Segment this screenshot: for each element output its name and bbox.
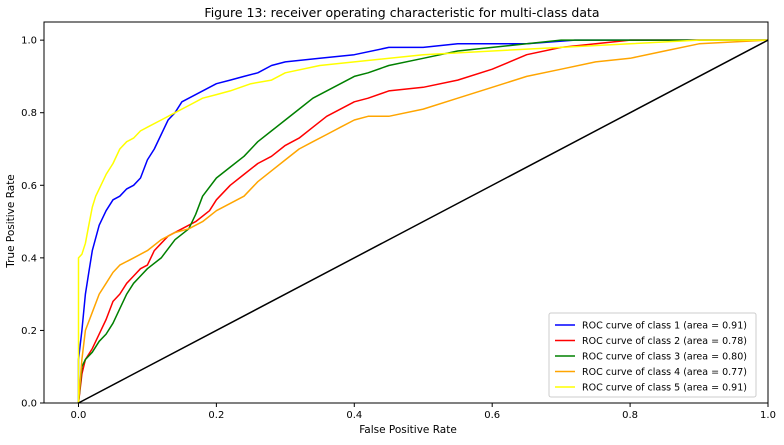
- x-tick-label: 0.6: [484, 410, 500, 421]
- series-line-2: [77, 39, 768, 404]
- x-tick-label: 0.2: [208, 410, 224, 421]
- legend-label-2: ROC curve of class 2 (area = 0.78): [582, 336, 747, 347]
- chart-title: Figure 13: receiver operating characteri…: [204, 5, 599, 20]
- y-tick-label: 0.8: [21, 108, 37, 119]
- y-axis-label: True Positive Rate: [5, 174, 17, 269]
- x-tick-label: 0.0: [71, 410, 87, 421]
- legend: ROC curve of class 1 (area = 0.91) ROC cu…: [548, 312, 757, 398]
- y-tick-label: 0.6: [21, 181, 37, 192]
- reference-diagonal-line: [78, 39, 769, 404]
- y-tick-label: 0.4: [21, 253, 37, 264]
- x-axis-label: False Positive Rate: [359, 424, 457, 436]
- plot-area: [77, 39, 769, 404]
- plot-frame: [43, 21, 769, 404]
- axes: 0.0 0.2 0.4 0.6 0.8 1.0 0.0 0.2 0.4 0.6 0.8 1.0: [21, 21, 776, 421]
- legend-label-4: ROC curve of class 4 (area = 0.77): [582, 367, 747, 378]
- y-tick-label: 0.2: [21, 326, 37, 337]
- x-tick-label: 0.4: [346, 410, 362, 421]
- x-tick-label: 1.0: [760, 410, 776, 421]
- x-tick-label: 0.8: [622, 410, 638, 421]
- legend-label-5: ROC curve of class 5 (area = 0.91): [582, 383, 747, 394]
- y-tick-label: 1.0: [21, 36, 37, 47]
- series-line-3: [77, 39, 768, 404]
- legend-box: [548, 312, 757, 398]
- y-tick-label: 0.0: [21, 399, 37, 410]
- legend-label-1: ROC curve of class 1 (area = 0.91): [582, 321, 747, 332]
- legend-label-3: ROC curve of class 3 (area = 0.80): [582, 352, 747, 363]
- series-line-1: [77, 39, 768, 403]
- series-line-4: [77, 39, 769, 404]
- series-line-5: [77, 39, 768, 403]
